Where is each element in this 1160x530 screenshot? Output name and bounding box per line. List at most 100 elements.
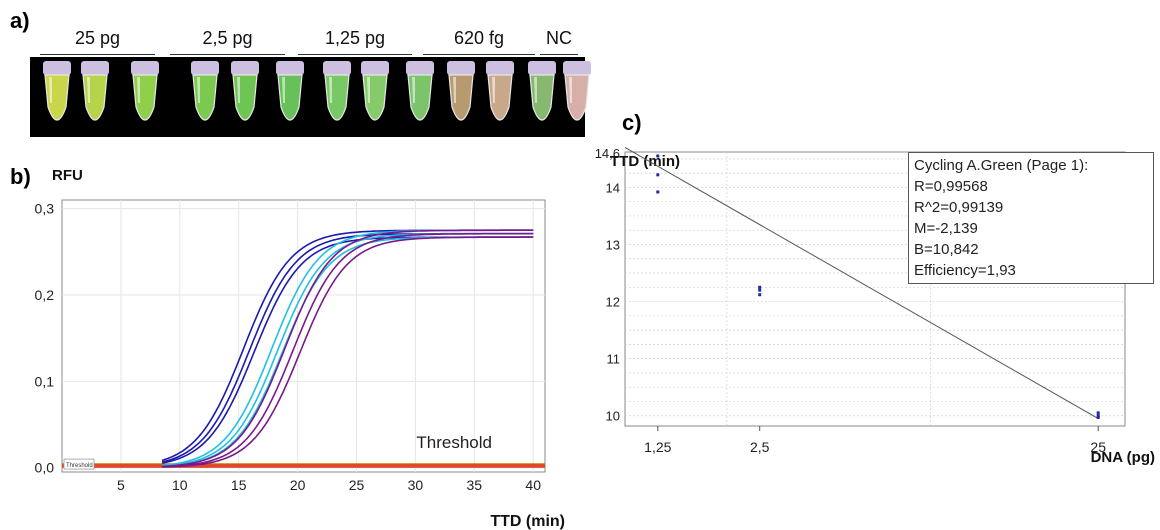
x-axis-label: DNA (pg) <box>1091 449 1155 466</box>
tube-group-underline <box>298 54 412 55</box>
tube-photo <box>30 57 591 137</box>
threshold-tag-box <box>63 458 95 470</box>
y-axis-label: RFU <box>52 167 83 184</box>
tube <box>563 61 591 121</box>
tube-shine <box>412 77 415 103</box>
tube-group-label: NC <box>546 28 572 48</box>
x-tick-label: 15 <box>231 477 247 493</box>
tube-liquid <box>132 74 158 121</box>
x-tick-label: 10 <box>172 477 188 493</box>
tube <box>528 61 556 121</box>
tube-shine <box>367 77 370 103</box>
tube-shine <box>49 77 52 103</box>
x-tick-label: 1,25 <box>644 439 671 455</box>
data-point <box>758 293 762 297</box>
tube-liquid <box>82 74 108 121</box>
tube-group-underline <box>423 54 535 55</box>
tube-group-underline <box>40 54 155 55</box>
tube-cap <box>276 61 304 75</box>
tube-cap <box>563 61 591 75</box>
y-tick-label: 14 <box>606 180 620 195</box>
tube-group-underline <box>170 54 285 55</box>
plot-area <box>61 199 546 473</box>
tube-group-label: 25 pg <box>74 28 121 48</box>
tube-shine <box>534 77 537 103</box>
tube-cap <box>447 61 475 75</box>
tube <box>231 61 259 121</box>
panel-c-label: c) <box>622 110 642 135</box>
tube-liquid <box>487 74 513 121</box>
tube <box>191 61 219 121</box>
y-tick-label: 13 <box>606 237 620 252</box>
tube <box>486 61 514 121</box>
stats-efficiency: Efficiency=1,93 <box>914 262 1016 279</box>
y-axis-label: TTD (min) <box>610 153 680 170</box>
tube-liquid <box>529 74 555 121</box>
tube-liquid <box>192 74 218 121</box>
tube <box>361 61 389 121</box>
y-tick-label: 0,0 <box>35 460 55 476</box>
sample-curve <box>162 229 534 468</box>
tube-cap <box>406 61 434 75</box>
data-point <box>656 173 660 177</box>
x-tick-label: 30 <box>408 477 424 493</box>
panel-b-label: b) <box>10 164 31 189</box>
data-point <box>656 190 660 194</box>
data-point <box>1096 414 1100 418</box>
tube-shine <box>87 77 90 103</box>
tube-shine <box>453 77 456 103</box>
tube-shine <box>197 77 200 103</box>
tube-cap <box>43 61 71 75</box>
amplification-chart: 5 10 15 20 25 30 35 40 0,0 0,1 0,2 0,3 RFU TTD (min) T… <box>35 167 565 530</box>
panel-a-label: a) <box>10 8 30 33</box>
data-point <box>758 288 762 292</box>
tube <box>81 61 109 121</box>
data-point <box>656 154 660 158</box>
x-tick-label: 2,5 <box>750 439 770 455</box>
tube-liquid <box>362 74 388 121</box>
tube-group-label: 1,25 pg <box>324 28 386 48</box>
tube-group-label: 2,5 pg <box>202 28 253 48</box>
y-tick-label: 12 <box>606 295 620 310</box>
tube-shine <box>492 77 495 103</box>
x-tick-label: 25 <box>349 477 365 493</box>
stats-r2: R^2=0,99139 <box>914 199 1004 216</box>
tube <box>276 61 304 121</box>
y-tick-label: 11 <box>607 352 621 367</box>
tube <box>323 61 351 121</box>
tube-cap <box>191 61 219 75</box>
tube-cap <box>486 61 514 75</box>
tube-group-underline <box>540 54 578 55</box>
tube-shine <box>237 77 240 103</box>
x-tick-label: 40 <box>525 477 541 493</box>
tube-cap <box>81 61 109 75</box>
tube-cap <box>323 61 351 75</box>
tube-shine <box>137 77 140 103</box>
x-tick-label: 25 <box>1090 439 1106 455</box>
stats-title: Cycling A.Green (Page 1): <box>914 157 1089 174</box>
tube-cap <box>131 61 159 75</box>
tube-liquid <box>277 74 303 121</box>
tube-liquid <box>232 74 258 121</box>
fit-line <box>624 146 1099 420</box>
tube <box>406 61 434 121</box>
sample-curve <box>162 236 534 468</box>
y-tick-label: 0,3 <box>35 201 55 217</box>
y-tick-label: 14,6 <box>595 146 620 161</box>
x-tick-label: 20 <box>290 477 306 493</box>
regression-stats-box: Cycling A.Green (Page 1): R=0,99568 R^2=… <box>908 152 1154 284</box>
data-point <box>758 285 762 289</box>
sample-curve <box>162 232 534 468</box>
tube-shine <box>282 77 285 103</box>
data-point <box>1096 415 1100 419</box>
tube <box>43 61 71 121</box>
standard-curve-chart: 10 11 12 13 14 14,6 1,25 2,5 25 TTD (min) DNA (pg) <box>595 146 1155 466</box>
data-point <box>1096 411 1100 415</box>
tube-cap <box>231 61 259 75</box>
tube-group-label: 620 fg <box>453 28 505 48</box>
tube <box>131 61 159 121</box>
tube-liquid <box>44 74 70 121</box>
tube-cap <box>528 61 556 75</box>
x-tick-label: 35 <box>467 477 483 493</box>
stats-b: B=10,842 <box>914 241 979 258</box>
